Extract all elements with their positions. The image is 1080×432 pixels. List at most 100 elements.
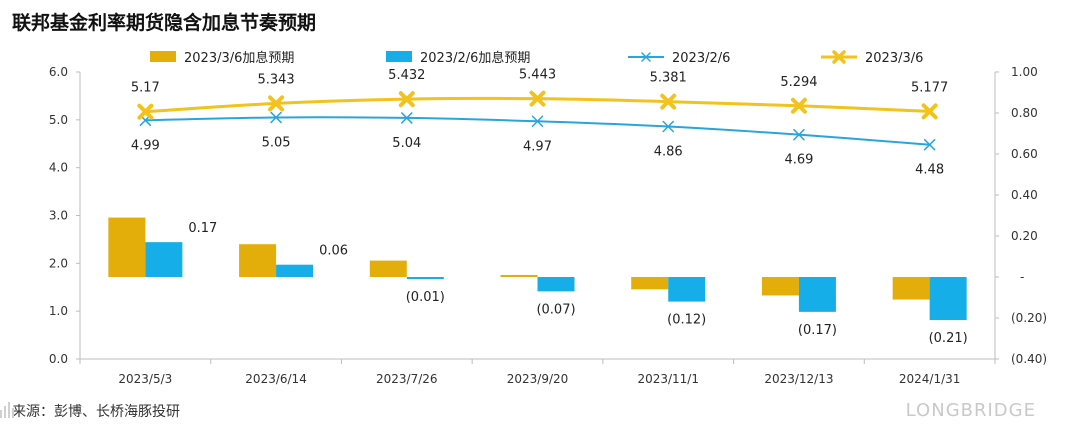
- right-tick-label: 0.60: [1011, 147, 1038, 161]
- line-marker: [137, 103, 154, 120]
- line-data-label: 4.86: [654, 145, 683, 160]
- right-tick-label: (0.20): [1011, 311, 1047, 325]
- marker-stroke: [268, 95, 285, 112]
- right-tick-label: 0.20: [1011, 229, 1038, 243]
- marker-stroke: [401, 112, 413, 124]
- bar-data-label: (0.17): [798, 323, 837, 338]
- bar: [108, 217, 146, 277]
- bar-data-label: (0.07): [536, 302, 575, 317]
- bar-data-label: 0.17: [188, 221, 217, 236]
- bar: [761, 277, 799, 296]
- marker-stroke: [529, 90, 546, 107]
- right-tick-label: (0.40): [1011, 352, 1047, 366]
- legend-label: 2023/3/6加息预期: [184, 50, 294, 66]
- left-tick-label: 0.0: [49, 352, 68, 366]
- legend-item: 2023/3/6加息预期: [150, 50, 294, 66]
- marker-stroke: [923, 138, 936, 151]
- left-tick-label: 6.0: [49, 65, 68, 79]
- bar: [892, 277, 930, 300]
- lines: [137, 90, 938, 151]
- bar: [145, 242, 183, 277]
- marker-stroke: [790, 97, 807, 114]
- chart-title: 联邦基金利率期货隐含加息节奏预期: [12, 12, 317, 34]
- bar: [369, 260, 407, 277]
- line-data-label: 5.17: [131, 81, 160, 96]
- data-labels: 0.17 0.06 (0.01) (0.07) (0.12) (0.17) (0.21) 4.…: [131, 68, 968, 346]
- marker-stroke: [921, 103, 938, 120]
- line-marker: [790, 97, 807, 114]
- line-marker: [531, 115, 544, 128]
- line-marker: [662, 120, 674, 133]
- legend-label: 2023/2/6: [672, 51, 730, 66]
- legend-marker: [641, 52, 651, 62]
- line-data-label: 5.381: [650, 71, 687, 86]
- right-tick-label: 0.80: [1011, 106, 1038, 120]
- legend-item: 2023/2/6: [628, 51, 730, 66]
- line-data-label: 5.294: [780, 75, 817, 90]
- line-data-label: 4.97: [523, 139, 552, 154]
- x-tick-label: 2023/9/20: [507, 372, 569, 386]
- left-tick-label: 3.0: [49, 209, 68, 223]
- axes: 6.0 5.0 4.0 3.0 2.0 1.0 0.0 1.00 0.80 0.60 0.40 0.2…: [49, 65, 1047, 386]
- bar: [631, 277, 669, 290]
- legend: 2023/3/6加息预期 2023/2/6加息预期 2023/2/6 2023/3/6: [150, 50, 923, 66]
- marker-stroke: [662, 120, 674, 133]
- bar-data-label: (0.12): [667, 313, 706, 328]
- brand-wordmark: LONGBRIDGE: [905, 400, 1036, 421]
- bar-data-label: 0.06: [319, 244, 348, 259]
- marker-stroke: [398, 91, 415, 108]
- x-tick-label: 2023/5/3: [118, 372, 172, 386]
- legend-label: 2023/3/6: [865, 51, 923, 66]
- bar-data-label: (0.21): [929, 331, 968, 346]
- line-data-label: 5.432: [388, 68, 425, 83]
- bar: [929, 277, 967, 321]
- line-marker: [921, 103, 938, 120]
- legend-item: 2023/3/6: [821, 50, 923, 66]
- line-data-label: 5.443: [519, 68, 556, 83]
- legend-label: 2023/2/6加息预期: [420, 50, 530, 66]
- x-tick-label: 2023/6/14: [245, 372, 307, 386]
- x-tick-label: 2023/7/26: [376, 372, 438, 386]
- line-data-label: 5.05: [262, 135, 291, 150]
- bars: [108, 217, 967, 321]
- line-data-label: 4.69: [784, 153, 813, 168]
- marker-stroke: [531, 115, 544, 128]
- line-data-label: 4.48: [915, 163, 944, 178]
- x-tick-label: 2023/12/13: [764, 372, 833, 386]
- x-tick-label: 2024/1/31: [899, 372, 961, 386]
- bar: [668, 277, 706, 302]
- bar: [276, 264, 314, 277]
- line-data-label: 5.04: [392, 136, 421, 151]
- brand-logo-icon: [0, 402, 14, 418]
- left-tick-label: 1.0: [49, 304, 68, 318]
- line-data-label: 5.343: [257, 72, 294, 87]
- line-marker: [793, 128, 805, 141]
- marker-stroke: [270, 111, 282, 124]
- bar: [406, 277, 444, 280]
- bar: [239, 244, 277, 277]
- line-data-label: 5.177: [911, 80, 948, 95]
- bar-data-label: (0.01): [406, 290, 445, 305]
- right-tick-label: -: [1020, 270, 1024, 284]
- line-data-label: 4.99: [131, 138, 160, 153]
- left-tick-label: 5.0: [49, 113, 68, 127]
- legend-item: 2023/2/6加息预期: [386, 50, 530, 66]
- bar: [537, 277, 575, 292]
- line-marker: [268, 95, 285, 112]
- marker-stroke: [137, 103, 154, 120]
- marker-stroke: [660, 93, 677, 110]
- line-marker: [923, 138, 936, 151]
- right-tick-label: 0.40: [1011, 188, 1038, 202]
- marker-stroke: [793, 128, 805, 141]
- legend-swatch: [150, 51, 176, 62]
- left-tick-label: 2.0: [49, 256, 68, 270]
- bar: [500, 274, 538, 277]
- legend-swatch: [386, 51, 412, 62]
- x-tick-label: 2023/11/1: [637, 372, 699, 386]
- line-marker: [401, 112, 413, 124]
- legend-marker: [832, 50, 846, 64]
- line-marker: [270, 111, 282, 124]
- line-marker: [529, 90, 546, 107]
